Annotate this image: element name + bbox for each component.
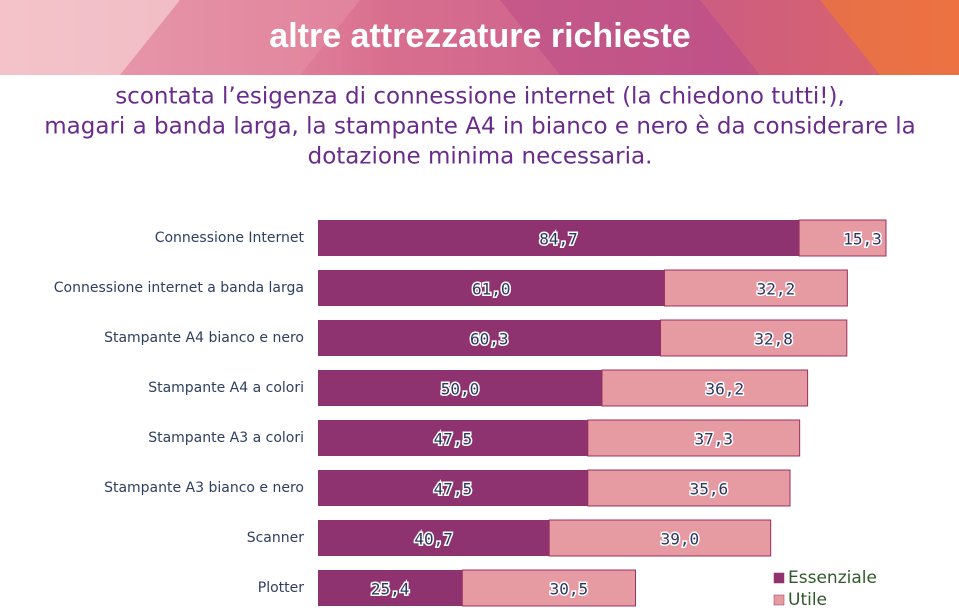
category-label: Stampante A3 a colori [148, 430, 304, 446]
value-label: 35,6 [690, 480, 729, 499]
header-banner [0, 0, 959, 75]
title: altre attrezzature richieste [269, 17, 690, 55]
subtitle: dotazione minima necessaria. [308, 144, 653, 170]
value-label: 32,2 [757, 280, 796, 299]
bar-segment [318, 220, 800, 256]
bar-segment [601, 369, 809, 407]
bar-segment [660, 319, 848, 357]
bar-segment [461, 569, 637, 607]
legend-label: Utile [788, 590, 827, 610]
value-label: 30,5 [550, 580, 589, 599]
bar-segment [318, 370, 602, 406]
bar-segment [318, 570, 463, 606]
category-label: Scanner [247, 530, 305, 546]
bar-segment [318, 420, 588, 456]
subtitle: scontata l’esigenza di connessione inter… [115, 84, 845, 110]
bar-segment [318, 270, 665, 306]
value-label: 47,5 [434, 430, 473, 449]
bar-segment [798, 219, 887, 257]
value-label: 37,3 [694, 430, 733, 449]
legend-label: Essenziale [788, 568, 877, 588]
bar-segment [318, 320, 661, 356]
value-label: 15,3 [843, 230, 882, 249]
category-label: Connessione internet a banda larga [54, 280, 304, 296]
category-label: Stampante A4 bianco e nero [104, 330, 304, 346]
legend-swatch [773, 594, 785, 606]
value-label: 25,4 [371, 580, 410, 599]
value-label: 60,3 [470, 330, 509, 349]
value-label: 61,0 [472, 280, 511, 299]
legend-swatch [773, 572, 785, 584]
chart: Connessione Internet 84,7 15,3 Connessione … [54, 219, 887, 610]
bar-segment [318, 520, 550, 556]
bar-segment [318, 470, 588, 506]
bar-segment [587, 419, 801, 457]
category-label: Stampante A4 a colori [148, 380, 304, 396]
value-label: 39,0 [661, 530, 700, 549]
value-label: 47,5 [434, 480, 473, 499]
value-label: 84,7 [539, 230, 578, 249]
category-label: Connessione Internet [155, 230, 305, 246]
bar-segment [663, 269, 848, 307]
bar-segment [548, 519, 772, 557]
category-label: Stampante A3 bianco e nero [104, 480, 304, 496]
value-label: 50,0 [441, 380, 480, 399]
subtitle: magari a banda larga, la stampante A4 in… [44, 114, 915, 140]
value-label: 36,2 [706, 380, 745, 399]
category-label: Plotter [258, 580, 304, 596]
value-label: 40,7 [414, 530, 453, 549]
value-label: 32,8 [754, 330, 793, 349]
bar-segment [587, 469, 791, 507]
